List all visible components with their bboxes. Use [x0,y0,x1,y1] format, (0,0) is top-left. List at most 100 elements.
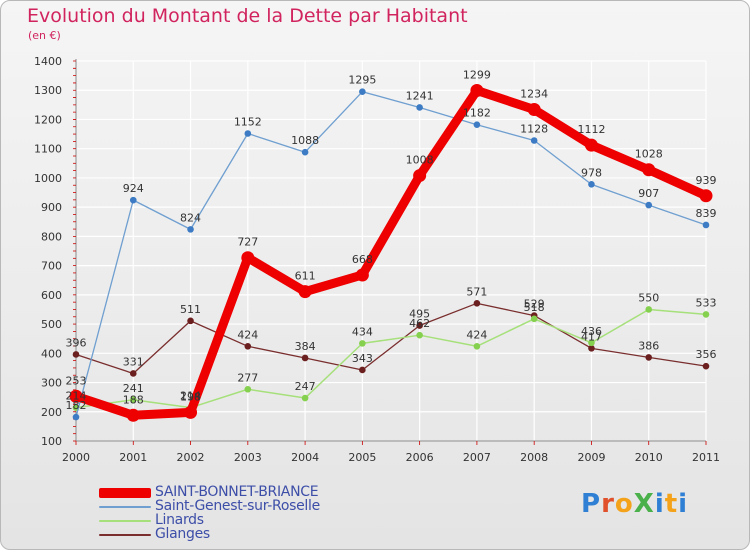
x-tick-label: 2002 [177,451,205,464]
legend-swatch [99,488,151,498]
data-point-glanges [129,370,137,377]
data-point-linards [645,306,653,313]
data-label-saint-bonnet-briance: 253 [66,374,87,387]
data-point-saint-genest-sur-roselle [530,137,538,144]
y-tick-label: 400 [41,347,62,360]
data-point-saint-genest-sur-roselle [645,201,653,209]
y-tick-label: 200 [41,406,62,419]
data-label-linards: 436 [581,325,602,338]
data-label-saint-genest-sur-roselle: 1295 [348,74,376,87]
data-label-linards: 214 [66,390,87,403]
y-tick-label: 1100 [34,143,62,156]
data-point-glanges [416,322,423,329]
grid [75,60,707,442]
data-label-glanges: 384 [295,340,316,353]
data-label-saint-bonnet-briance: 188 [123,393,144,406]
data-label-glanges: 343 [352,352,373,365]
data-point-glanges [301,354,309,362]
chart-title: Evolution du Montant de la Dette par Hab… [27,5,468,27]
data-label-linards: 533 [696,296,717,309]
y-tick-label: 1300 [34,84,62,97]
data-point-linards [702,311,710,318]
data-point-saint-genest-sur-roselle [416,104,423,111]
data-label-linards: 518 [524,301,545,314]
data-label-saint-bonnet-briance: 939 [696,174,717,187]
data-label-saint-bonnet-briance: 1008 [406,154,434,167]
data-label-saint-genest-sur-roselle: 839 [696,207,717,220]
data-label-saint-bonnet-briance: 1299 [463,69,491,82]
data-point-saint-genest-sur-roselle [72,413,80,421]
data-point-saint-bonnet-briance [298,285,312,299]
data-point-glanges [72,351,80,358]
data-point-saint-bonnet-briance [355,268,369,282]
data-label-glanges: 424 [237,328,258,341]
data-point-saint-bonnet-briance [126,408,140,422]
data-labels: 253 188 198 727 611 668 1008 1299 1234 1112 1028 93… [66,69,717,413]
data-label-glanges: 396 [66,336,87,349]
chart-subtitle: (en €) [28,29,61,42]
data-label-glanges: 529 [524,298,545,311]
legend-label: SAINT-BONNET-BRIANCE [155,484,319,500]
data-point-linards [588,339,595,347]
legend-label: Saint-Genest-sur-Roselle [155,498,320,514]
legend-swatch [99,506,151,508]
data-point-glanges [473,300,481,307]
data-label-linards: 247 [295,380,316,393]
logo-letter: X [633,489,655,519]
x-tick-label: 2008 [520,451,548,464]
data-point-saint-bonnet-briance [470,84,484,98]
data-point-saint-genest-sur-roselle [359,88,366,95]
data-label-glanges: 331 [123,355,144,368]
legend-label: Glanges [155,526,210,542]
data-point-saint-genest-sur-roselle [244,130,252,137]
data-point-linards [473,342,481,350]
data-label-saint-genest-sur-roselle: 824 [180,211,201,224]
y-tick-label: 1000 [34,172,62,185]
x-tick-label: 2000 [62,451,90,464]
y-tick-label: 100 [41,435,62,448]
x-tick-label: 2001 [119,451,147,464]
legend-item-saint-genest-sur-roselle[interactable]: Saint-Genest-sur-Roselle [99,498,459,514]
y-tick-label: 500 [41,318,62,331]
x-tick-label: 2006 [406,451,434,464]
logo-letter: i [678,489,689,519]
data-label-saint-genest-sur-roselle: 182 [66,399,87,412]
y-tick-label: 300 [41,377,62,390]
data-point-glanges [645,354,653,361]
y-tick-label: 600 [41,289,62,302]
data-point-saint-bonnet-briance [699,189,713,203]
data-point-glanges [187,317,194,325]
data-point-saint-bonnet-briance [184,405,198,419]
data-label-linards: 434 [352,325,373,338]
data-label-glanges: 386 [638,339,659,352]
data-label-saint-genest-sur-roselle: 924 [123,182,144,195]
data-label-saint-genest-sur-roselle: 978 [581,166,602,179]
legend-item-glanges[interactable]: Glanges [99,526,459,542]
y-tick-label: 1200 [34,113,62,126]
series-group [69,84,713,422]
data-label-saint-genest-sur-roselle: 1128 [520,123,548,136]
data-label-saint-bonnet-briance: 198 [180,390,201,403]
data-point-linards [301,394,309,402]
data-point-linards [530,315,538,323]
data-point-linards [416,331,423,339]
x-tick-label: 2005 [348,451,376,464]
logo-letter: i [654,489,665,519]
data-point-saint-genest-sur-roselle [588,181,595,188]
data-point-linards [244,385,252,393]
data-label-glanges: 356 [696,348,717,361]
data-label-saint-bonnet-briance: 1234 [520,88,548,101]
data-point-linards [129,396,137,404]
logo-letter: t [664,489,679,519]
data-label-glanges: 511 [180,303,201,316]
series-line-linards [75,308,707,409]
legend-item-saint-bonnet-briance[interactable]: SAINT-BONNET-BRIANCE [99,484,459,500]
data-label-saint-genest-sur-roselle: 1182 [463,107,491,120]
data-point-saint-genest-sur-roselle [473,121,481,129]
data-label-linards: 214 [180,390,201,403]
y-tick-label: 800 [41,230,62,243]
data-point-saint-bonnet-briance [527,103,541,117]
data-point-saint-bonnet-briance [69,389,83,403]
data-point-glanges [702,362,710,370]
legend-item-linards[interactable]: Linards [99,512,459,528]
